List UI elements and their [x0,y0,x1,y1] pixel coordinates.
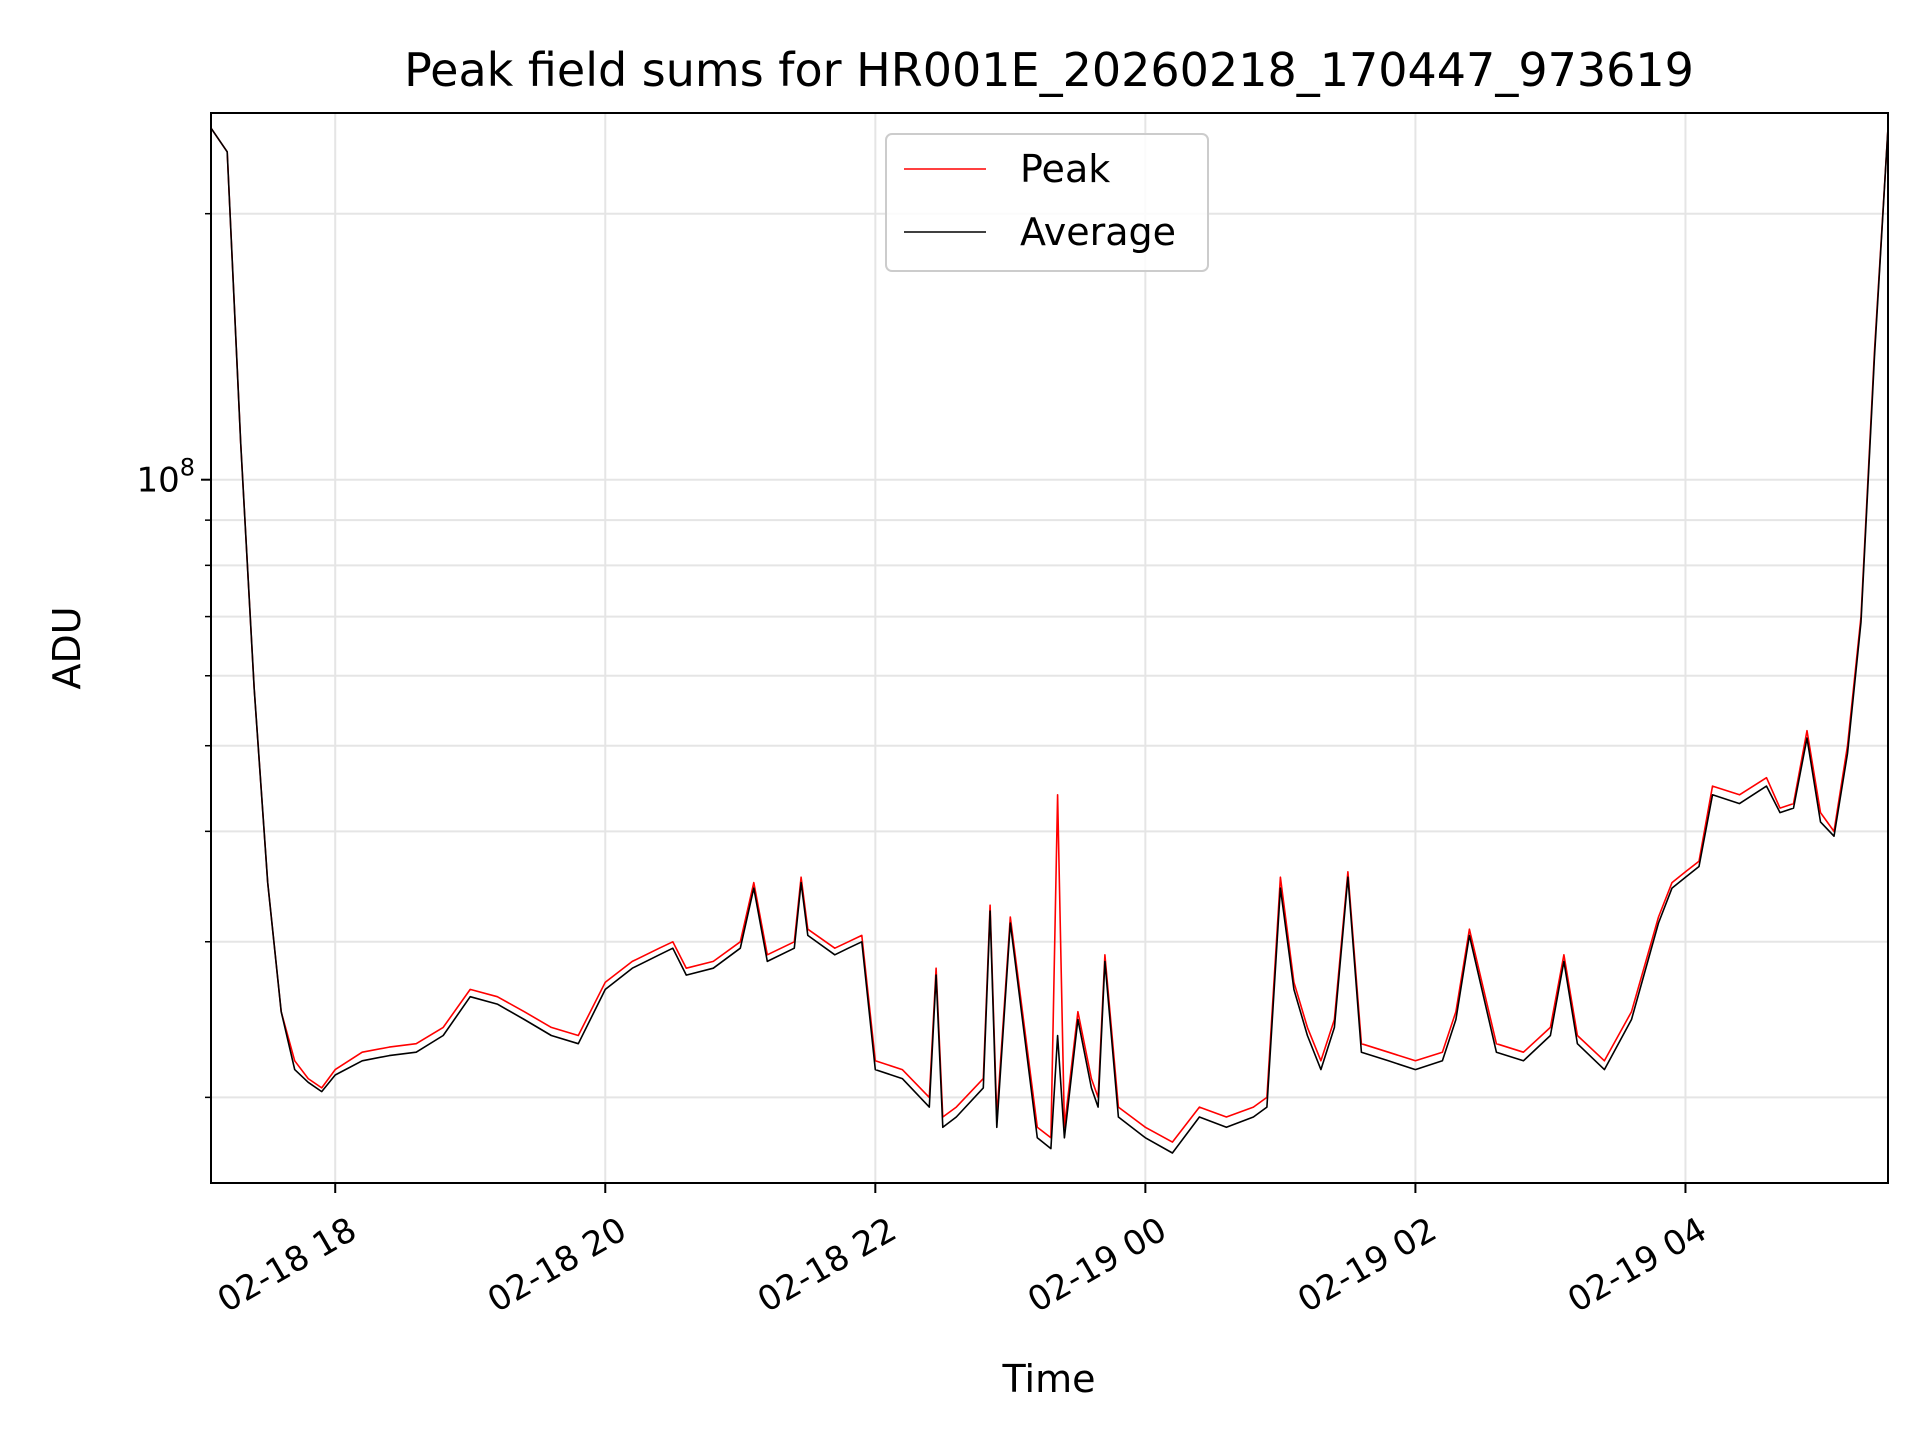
grid [211,113,1888,1183]
series-layer [211,127,1888,1154]
y-tick-label: 108 [136,454,195,501]
legend-average-label: Average [1020,210,1176,254]
y-tick-label-exponent: 8 [180,454,195,482]
y-axis-label: ADU [45,606,89,689]
series-average-line [211,127,1888,1154]
chart-title: Peak field sums for HR001E_20260218_1704… [404,43,1694,97]
y-tick-label-base: 10 [136,461,179,501]
legend: Peak Average [885,133,1209,272]
plot-frame [210,112,1889,1184]
legend-peak-label: Peak [1020,147,1110,191]
series-peak-line [211,127,1888,1143]
x-axis-label: Time [1002,1357,1096,1401]
